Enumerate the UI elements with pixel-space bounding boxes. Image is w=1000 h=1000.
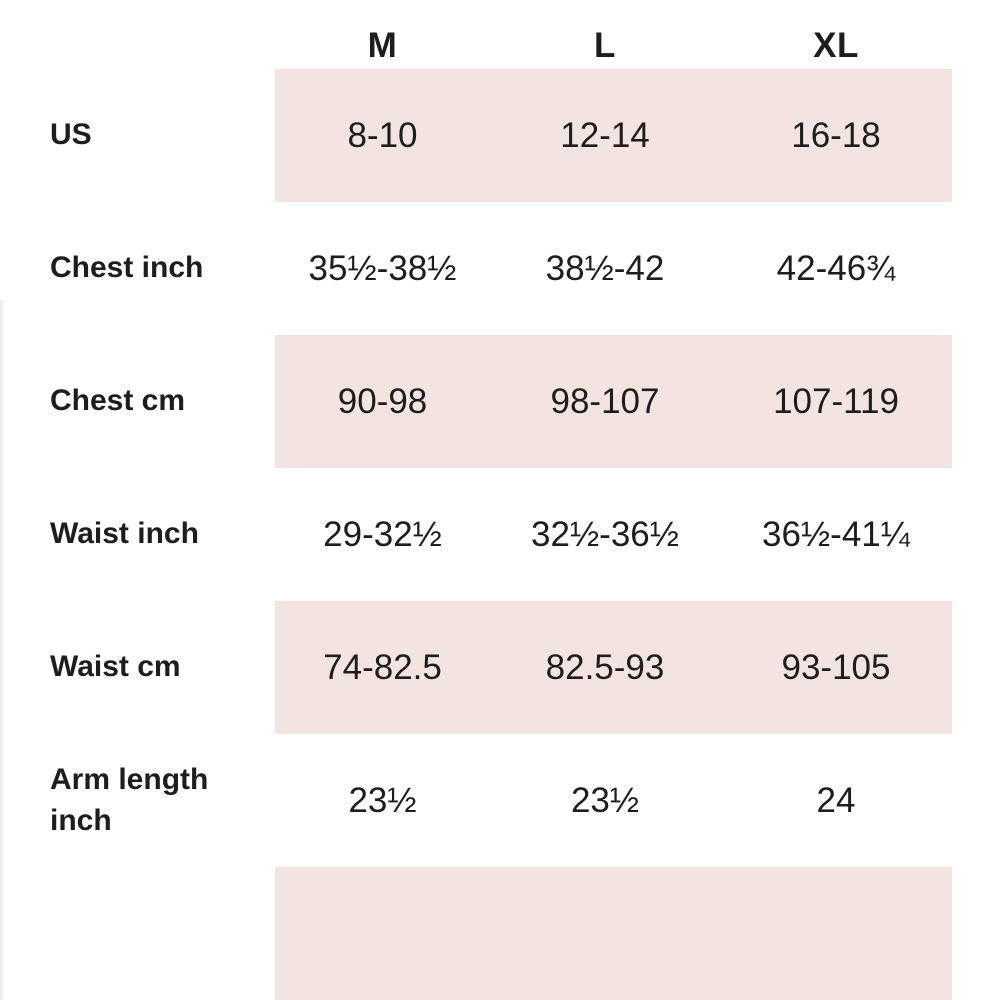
table-row-waist-inch: Waist inch 29-32½ 32½-36½ 36½-41¼ [0, 468, 1000, 601]
table-row-partial [0, 867, 1000, 1000]
row-highlight-band [275, 335, 952, 468]
cell-value-xl: 16-18 [791, 115, 881, 155]
cell-value-l: 32½-36½ [531, 514, 679, 554]
row-highlight-band [275, 69, 952, 202]
cell-value-m: 8-10 [347, 115, 418, 155]
row-label: US [50, 118, 92, 152]
cell-value-l: 23½ [570, 780, 640, 820]
table-row-arm-length-inch: Arm length inch 23½ 23½ 24 [0, 734, 1000, 867]
table-row-us: US 8-10 12-14 16-18 [0, 69, 1000, 202]
cell-value-xl: 24 [816, 780, 856, 820]
table-row-waist-cm: Waist cm 74-82.5 82.5-93 93-105 [0, 601, 1000, 734]
column-header-m: M [367, 25, 398, 65]
cell-value-m: 29-32½ [323, 514, 442, 554]
cell-value-m: 23½ [348, 780, 417, 820]
row-highlight-band [275, 601, 952, 734]
row-label: Waist cm [50, 650, 181, 684]
row-label: Chest cm [50, 384, 186, 418]
cell-value-l: 82.5-93 [545, 647, 665, 687]
left-edge-divider [0, 300, 3, 1000]
cell-value-l [490, 867, 720, 1000]
cell-value-xl [720, 867, 952, 1000]
cell-value-l: 38½-42 [545, 248, 665, 288]
table-header-row: M L XL [0, 0, 1000, 69]
cell-value-l: 12-14 [560, 115, 650, 155]
cell-value-xl: 36½-41¼ [762, 514, 910, 554]
cell-value-m: 35½-38½ [308, 248, 457, 288]
table-row-chest-cm: Chest cm 90-98 98-107 107-119 [0, 335, 1000, 468]
cell-value-xl: 107-119 [773, 381, 899, 421]
column-header-xl: XL [813, 25, 859, 65]
row-label: Chest inch [50, 251, 204, 285]
row-highlight-band [275, 867, 952, 1000]
cell-value-m [275, 867, 490, 1000]
cell-value-l: 98-107 [550, 381, 660, 421]
cell-value-xl: 42-46¾ [776, 248, 896, 288]
column-header-l: L [594, 25, 616, 65]
cell-value-m: 74-82.5 [323, 647, 442, 687]
row-label: Waist inch [50, 517, 199, 551]
cell-value-m: 90-98 [337, 381, 428, 421]
row-label [0, 867, 275, 1000]
row-label: Arm length inch [50, 763, 209, 837]
cell-value-xl: 93-105 [781, 647, 891, 687]
table-row-chest-inch: Chest inch 35½-38½ 38½-42 42-46¾ [0, 202, 1000, 335]
